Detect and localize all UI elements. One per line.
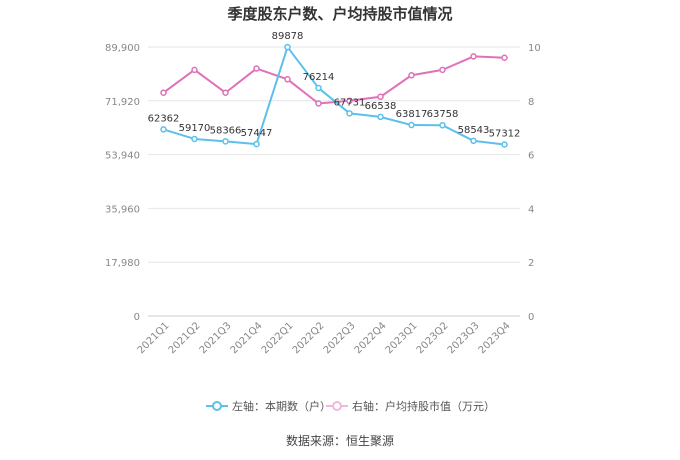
data-label: 63758 (427, 109, 459, 120)
data-label: 59170 (179, 123, 211, 134)
data-point (470, 53, 477, 60)
data-label: 58366 (210, 125, 242, 136)
x-tick-label: 2023Q2 (415, 320, 451, 356)
data-point (315, 100, 322, 107)
left-tick-label: 71,920 (105, 97, 140, 108)
source-value: 恒生聚源 (346, 434, 395, 448)
data-point (439, 121, 446, 129)
right-tick-label: 8 (528, 97, 534, 108)
data-label: 67731 (334, 97, 366, 108)
x-tick-label: 2023Q1 (384, 320, 420, 356)
x-tick-label: 2023Q3 (446, 320, 482, 356)
data-point (191, 66, 198, 74)
data-point (439, 66, 446, 74)
left-tick-label: 35,960 (105, 204, 140, 215)
chart-title: 季度股东户数、户均持股市值情况 (227, 5, 453, 23)
data-point (191, 135, 198, 143)
x-tick-label: 2021Q2 (167, 320, 203, 356)
legend-line-marker-icon (326, 401, 348, 411)
series-layer (160, 43, 508, 148)
data-label: 63817 (396, 109, 428, 120)
data-point (408, 121, 415, 129)
data-point (284, 76, 291, 83)
data-source: 数据来源：恒生聚源 (0, 432, 680, 449)
data-label: 89878 (272, 31, 304, 42)
legend-line-marker-icon (206, 401, 228, 411)
axis-labels: 0 0 17,980 2 35,960 4 53,940 6 71,920 8 89,900 10 20… (105, 43, 541, 356)
x-tick-label: 2021Q1 (136, 320, 172, 356)
data-label: 57312 (489, 129, 521, 140)
data-point (253, 65, 260, 72)
left-tick-label: 89,900 (105, 43, 140, 54)
left-tick-label: 0 (134, 312, 140, 323)
source-label: 数据来源： (285, 434, 346, 448)
data-point (315, 84, 322, 92)
series-line-1 (162, 55, 505, 105)
data-point (346, 110, 353, 117)
data-label: 62362 (148, 113, 180, 124)
right-tick-label: 4 (528, 204, 534, 215)
right-tick-label: 2 (528, 258, 534, 269)
data-label: 76214 (303, 72, 335, 83)
x-tick-label: 2022Q4 (353, 320, 389, 356)
data-point (501, 141, 508, 148)
x-tick-label: 2022Q1 (260, 320, 296, 356)
data-point (408, 71, 415, 79)
legend-item-avg-holding-value[interactable]: 右轴：户均持股市值（万元） (326, 398, 495, 414)
data-point (222, 138, 229, 145)
data-point (253, 140, 260, 148)
data-point (160, 126, 167, 133)
legend-label-avg-holding-value: 右轴：户均持股市值（万元） (352, 400, 495, 413)
data-point (222, 89, 229, 96)
x-tick-label: 2023Q4 (477, 320, 513, 356)
data-label: 66538 (365, 101, 397, 112)
data-point (160, 89, 167, 96)
x-tick-label: 2021Q4 (229, 320, 265, 356)
grid-lines (148, 46, 520, 317)
legend-label-households: 左轴：本期数（户） (232, 400, 331, 413)
data-point (284, 43, 291, 51)
data-point (346, 97, 353, 105)
right-tick-label: 6 (528, 151, 534, 162)
series-line-0 (163, 46, 505, 146)
data-label: 57447 (241, 128, 273, 139)
x-tick-label: 2022Q3 (322, 320, 358, 356)
left-tick-label: 53,940 (105, 151, 140, 162)
data-label: 58543 (458, 125, 490, 136)
x-tick-label: 2021Q3 (198, 320, 234, 356)
right-tick-label: 0 (528, 312, 534, 323)
right-tick-label: 10 (528, 43, 541, 54)
left-tick-label: 17,980 (105, 258, 140, 269)
x-tick-label: 2022Q2 (291, 320, 327, 356)
data-point (470, 137, 477, 145)
legend-item-households[interactable]: 左轴：本期数（户） (206, 398, 331, 414)
data-point (501, 54, 508, 62)
data-point (377, 113, 384, 121)
data-point (377, 93, 384, 101)
